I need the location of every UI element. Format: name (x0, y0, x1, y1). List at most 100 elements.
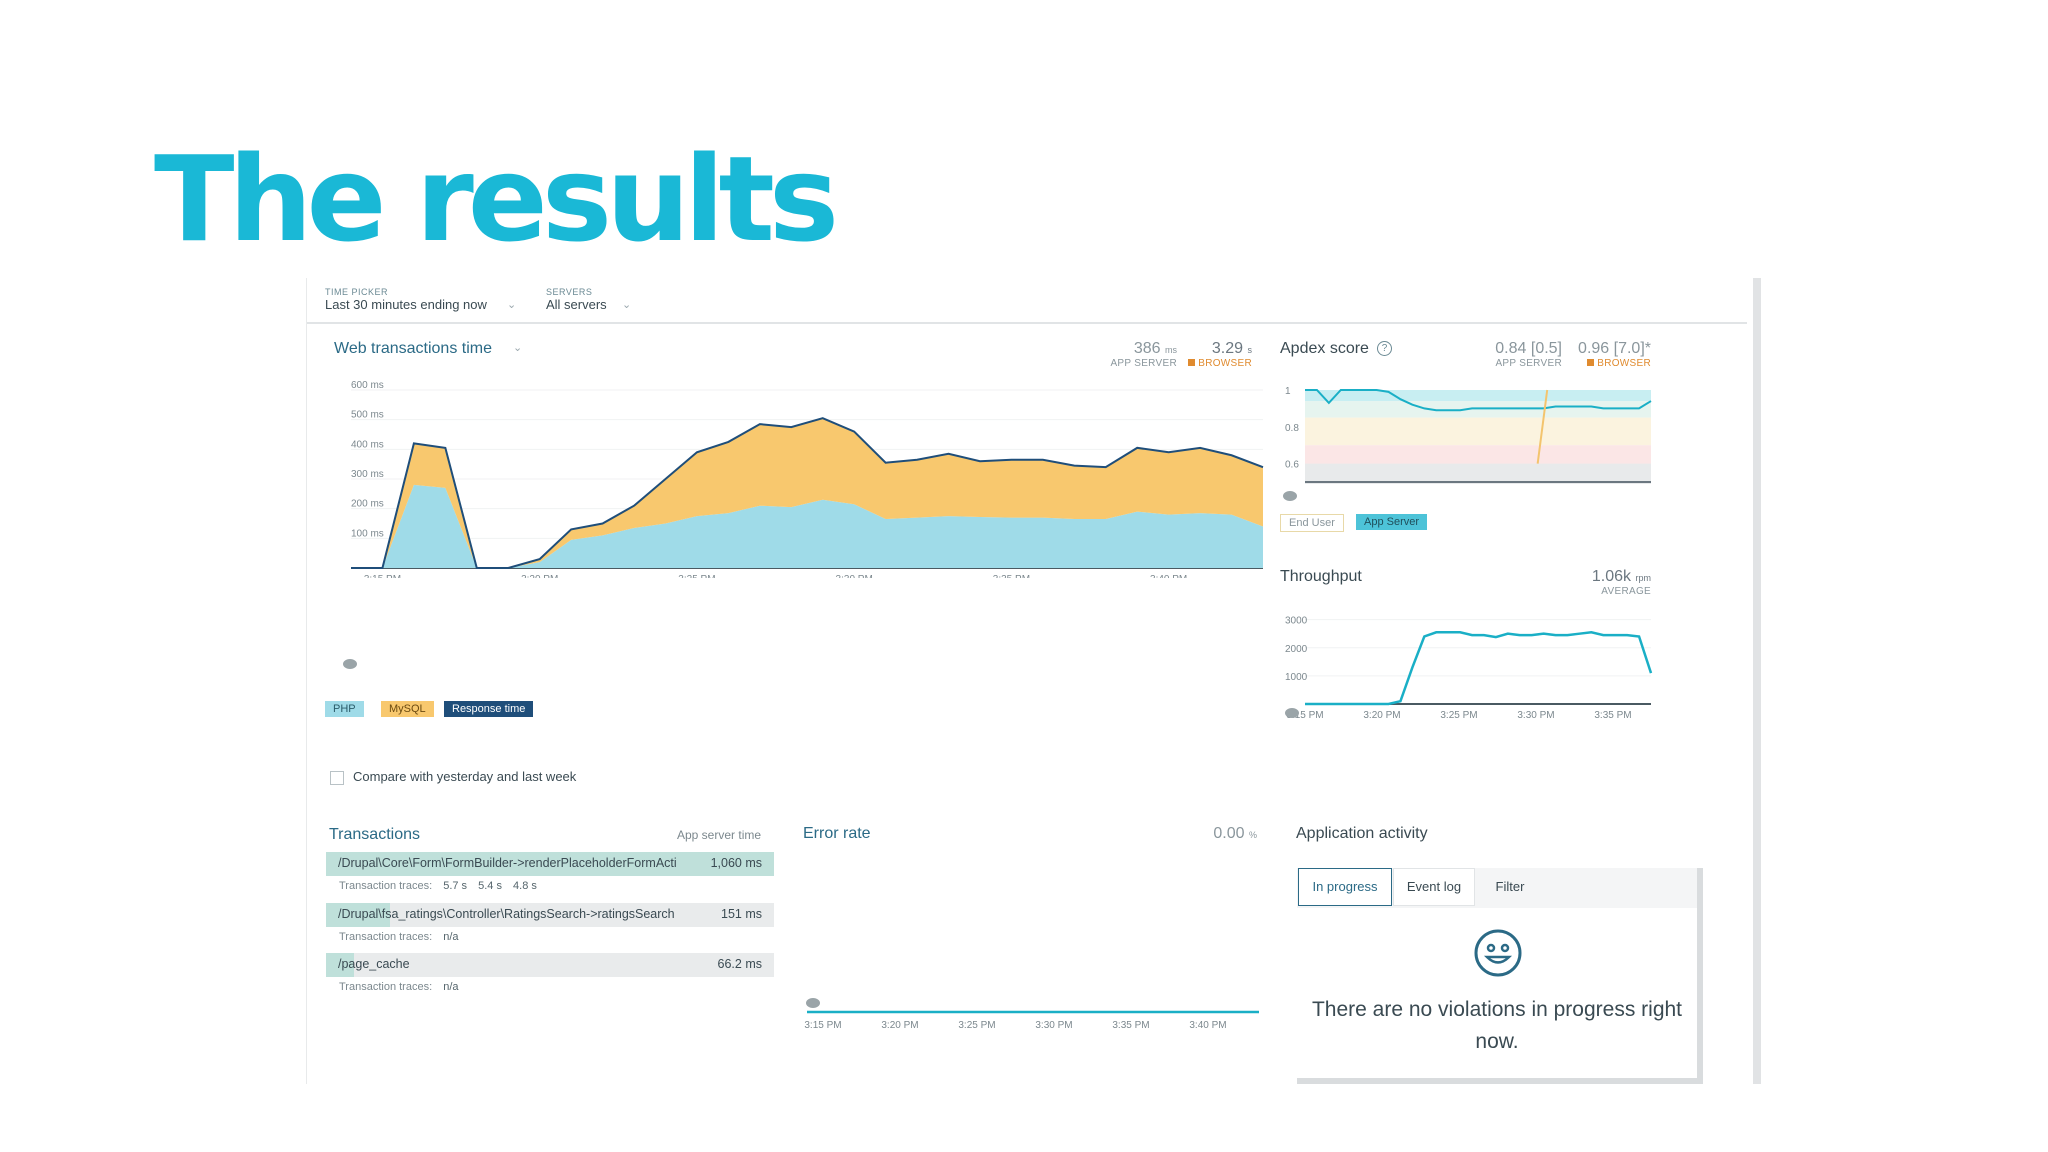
x-tick-label: 3:35 PM (993, 574, 1030, 578)
throughput-unit: rpm (1635, 573, 1652, 583)
compare-checkbox[interactable] (330, 771, 344, 785)
error-rate-title[interactable]: Error rate (803, 825, 871, 842)
x-tick-label: 3:25 PM (958, 1020, 995, 1031)
transactions-title[interactable]: Transactions (329, 826, 420, 843)
apdex-band-fair (1305, 417, 1651, 446)
transaction-time: 1,060 ms (710, 856, 762, 870)
legend-response-time[interactable]: Response time (444, 701, 534, 717)
y-tick-label: 100 ms (351, 528, 384, 539)
web-transactions-chart: 100 ms 200 ms 300 ms 400 ms 500 ms 600 ms 3:1… (351, 380, 1264, 578)
x-tick-label: 3:30 PM (836, 574, 873, 578)
transaction-row[interactable]: /Drupal\Core\Form\FormBuilder->renderPla… (326, 852, 774, 876)
dashboard-panel: TIME PICKER Last 30 minutes ending now ⌄… (306, 278, 1761, 1084)
apdex-drag-handle-icon[interactable] (1283, 491, 1297, 501)
y-tick-label: 1000 (1285, 672, 1308, 683)
transaction-traces: Transaction traces: 5.7 s 5.4 s 4.8 s (339, 880, 537, 892)
x-tick-label: 3:20 PM (521, 574, 558, 578)
response-time-line (351, 417, 1264, 569)
transaction-time: 151 ms (721, 907, 762, 921)
y-tick-label: 1 (1285, 386, 1291, 397)
apdex-app-label: APP SERVER (1495, 358, 1562, 369)
apdex-browser-label: BROWSER (1569, 358, 1651, 369)
apdex-legend-app-server[interactable]: App Server (1356, 514, 1428, 530)
y-tick-label: 400 ms (351, 439, 384, 450)
web-app-value: 386 (1133, 340, 1161, 357)
error-rate-drag-handle-icon[interactable] (806, 998, 820, 1008)
error-rate-chart: 3:15 PM 3:20 PM 3:25 PM 3:30 PM 3:35 PM 3:40 … (804, 1010, 1259, 1031)
apdex-app-server-line (1305, 389, 1652, 412)
error-rate-metric: 0.00 % (1187, 825, 1257, 843)
x-tick-label: 3:40 PM (1189, 1020, 1226, 1031)
tab-filter[interactable]: Filter (1495, 879, 1525, 894)
x-tick-label: 3:30 PM (1517, 710, 1554, 721)
web-browser-unit: s (1247, 345, 1253, 355)
web-browser-label: BROWSER (1177, 358, 1252, 369)
legend-php[interactable]: PHP (325, 701, 364, 717)
x-tick-label: 3:25 PM (678, 574, 715, 578)
tab-in-progress[interactable]: In progress (1298, 868, 1392, 906)
y-tick-label: 0.8 (1285, 423, 1299, 434)
compare-label: Compare with yesterday and last week (353, 769, 577, 784)
time-picker-chevron-icon[interactable]: ⌄ (507, 299, 517, 311)
servers-value: All servers (546, 297, 607, 312)
legend-mysql[interactable]: MySQL (381, 701, 434, 717)
transaction-bar (326, 903, 390, 927)
throughput-chart: 1000 2000 3000 3:15 PM 3:20 PM 3:25 PM 3:30 P… (1285, 616, 1653, 721)
apdex-browser-value: 0.96 [7.0]* (1578, 340, 1651, 357)
x-tick-label: 3:20 PM (881, 1020, 918, 1031)
apdex-app-metric: 0.84 [0.5] APP SERVER (1472, 340, 1562, 369)
apdex-browser-label-text: BROWSER (1597, 358, 1651, 369)
slide-title: The results (154, 130, 839, 268)
mysql-area (351, 418, 1263, 568)
servers-picker[interactable]: SERVERS All servers (546, 287, 607, 312)
tab-event-log[interactable]: Event log (1393, 868, 1475, 906)
web-app-metric: 386 ms APP SERVER (1087, 340, 1177, 369)
trace-value: n/a (443, 931, 459, 943)
apdex-app-value: 0.84 [0.5] (1495, 340, 1562, 357)
web-transactions-chevron-icon[interactable]: ⌄ (513, 342, 523, 354)
transaction-bar (326, 852, 774, 876)
throughput-value: 1.06k (1591, 568, 1632, 585)
time-picker[interactable]: TIME PICKER Last 30 minutes ending now (325, 287, 487, 312)
error-rate-value: 0.00 (1213, 825, 1245, 842)
time-picker-value: Last 30 minutes ending now (325, 297, 487, 312)
web-browser-value: 3.29 (1211, 340, 1244, 357)
error-rate-unit: % (1248, 830, 1257, 840)
y-tick-label: 500 ms (351, 410, 384, 421)
apdex-chart: 1 0.8 0.6 (1285, 386, 1652, 484)
web-app-label: APP SERVER (1110, 358, 1177, 369)
y-tick-label: 0.6 (1285, 460, 1299, 471)
web-transactions-title[interactable]: Web transactions time (334, 340, 492, 357)
apdex-band-unacceptable (1305, 463, 1651, 484)
trace-link[interactable]: 5.4 s (478, 880, 502, 892)
transaction-bar (326, 953, 354, 977)
apdex-browser-metric: 0.96 [7.0]* BROWSER (1569, 340, 1651, 369)
throughput-drag-handle-icon[interactable] (1285, 708, 1299, 718)
web-browser-label-text: BROWSER (1198, 358, 1252, 369)
php-area (351, 484, 1263, 568)
web-browser-metric: 3.29 s BROWSER (1177, 340, 1252, 369)
trace-link[interactable]: 4.8 s (513, 880, 537, 892)
transaction-traces: Transaction traces: n/a (339, 931, 459, 943)
chart-drag-handle-icon[interactable] (343, 659, 357, 669)
help-icon[interactable]: ? (1377, 341, 1392, 356)
web-app-unit: ms (1165, 345, 1177, 355)
x-tick-label: 3:25 PM (1440, 710, 1477, 721)
x-tick-label: 3:15 PM (804, 1020, 841, 1031)
x-tick-label: 3:40 PM (1150, 574, 1187, 578)
servers-chevron-icon[interactable]: ⌄ (622, 299, 632, 311)
y-tick-label: 3000 (1285, 616, 1308, 627)
trace-link[interactable]: 5.7 s (443, 880, 468, 892)
time-picker-label: TIME PICKER (325, 287, 389, 297)
apdex-legend-end-user[interactable]: End User (1280, 514, 1344, 532)
servers-label: SERVERS (546, 287, 593, 297)
transaction-row[interactable]: /page_cache 66.2 ms (326, 953, 774, 977)
transaction-row[interactable]: /Drupal\fsa_ratings\Controller\RatingsSe… (326, 903, 774, 927)
transaction-name: /page_cache (338, 957, 410, 971)
apdex-band-excellent (1305, 390, 1651, 402)
y-tick-label: 300 ms (351, 469, 384, 480)
transactions-subtitle: App server time (677, 828, 762, 842)
header-divider (307, 322, 1747, 324)
transaction-traces: Transaction traces: n/a (339, 981, 459, 993)
transaction-name: /Drupal\fsa_ratings\Controller\RatingsSe… (338, 907, 675, 921)
